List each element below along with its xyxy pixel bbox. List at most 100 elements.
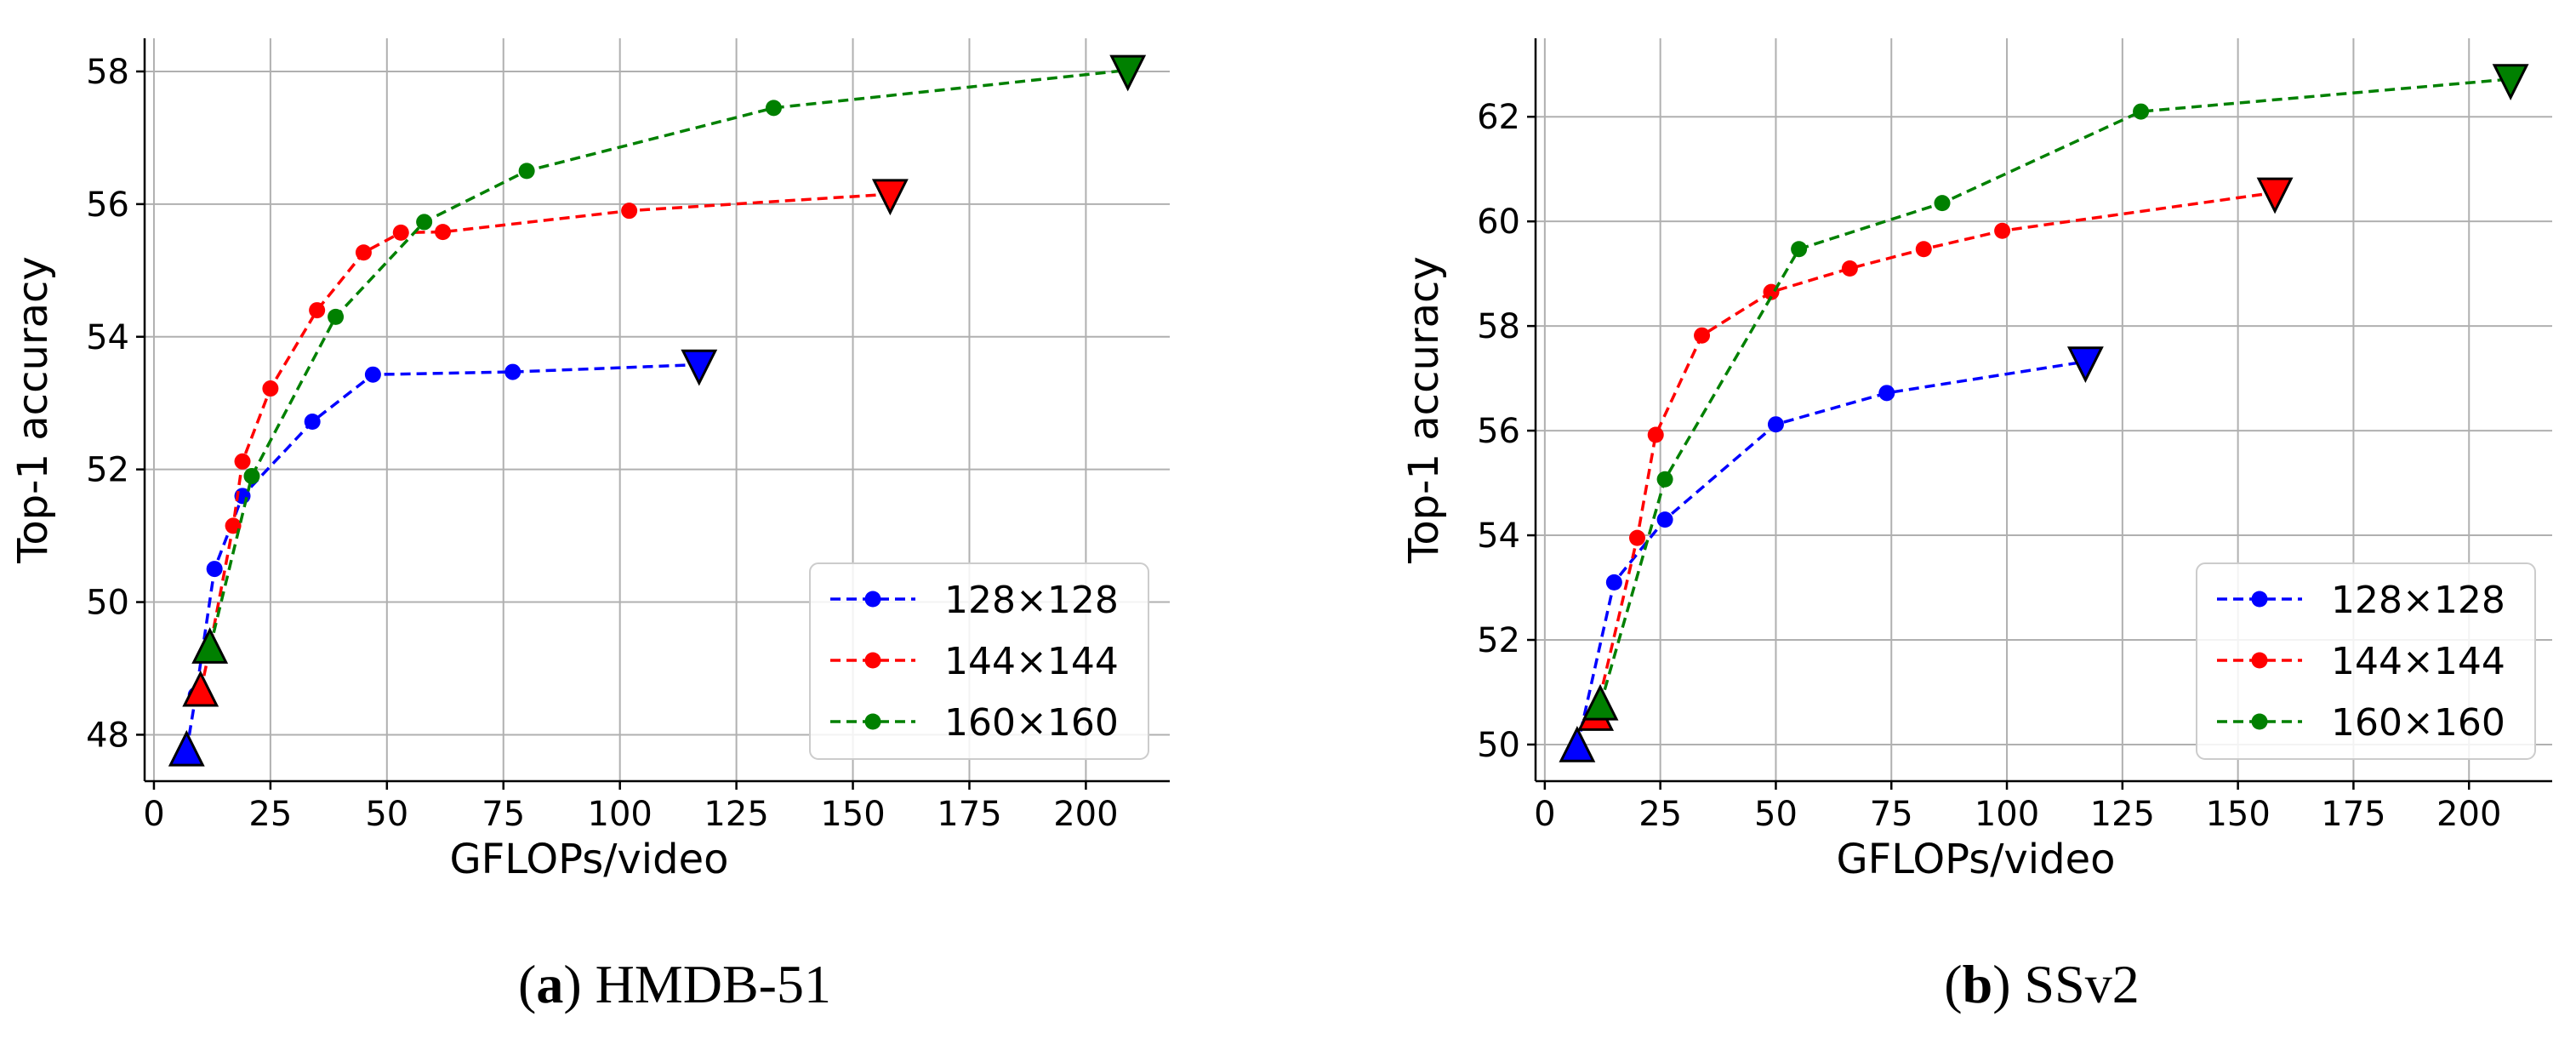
y-tick-label: 52 (86, 451, 129, 490)
legend-box (809, 562, 1149, 760)
legend-marker (864, 713, 881, 730)
y-tick-label: 50 (86, 584, 129, 623)
x-tick-label: 150 (820, 795, 885, 834)
x-tick-label: 75 (1870, 795, 1913, 834)
x-axis-title: GFLOPs/video (449, 836, 728, 883)
series-144×144 (1577, 177, 2294, 731)
x-tick-label: 50 (365, 795, 408, 834)
data-point-triangle-up (1559, 726, 1596, 762)
x-tick-label: 175 (2321, 795, 2385, 834)
series-128×128 (1559, 346, 2104, 762)
series-line (1599, 77, 2511, 706)
legend-label: 128×128 (2331, 579, 2505, 622)
y-tick-label: 58 (1477, 307, 1520, 346)
series-144×144 (182, 179, 909, 707)
legend-label: 144×144 (944, 640, 1119, 683)
y-tick-label: 48 (86, 716, 129, 755)
series-160×160 (191, 54, 1147, 664)
caption-ssv2: (b) SSv2 (1944, 954, 2139, 1014)
series-line (1593, 191, 2276, 716)
data-point (1656, 511, 1673, 528)
chart-panel-hmdb51: 0 25 50 75 100 125 150 175 200 48 50 52 54 56 58 GFLOPs… (9, 38, 1170, 883)
data-point (392, 224, 409, 241)
data-point (621, 203, 638, 220)
y-tick-label: 62 (1477, 98, 1520, 137)
caption-hmdb51: (a) HMDB-51 (518, 954, 831, 1014)
data-point (416, 214, 433, 231)
data-point (262, 380, 279, 397)
data-point (518, 163, 535, 180)
x-tick-label: 25 (1638, 795, 1682, 834)
legend-marker (2251, 652, 2268, 669)
legend-box (2196, 562, 2536, 760)
data-point (1841, 260, 1858, 277)
y-tick-label: 52 (1477, 621, 1520, 660)
data-point (504, 363, 521, 380)
legend-label: 128×128 (944, 579, 1119, 622)
x-tick-label: 125 (2090, 795, 2155, 834)
x-tick-label: 125 (704, 795, 768, 834)
y-tick-label: 60 (1477, 203, 1520, 242)
series-line (208, 68, 1128, 649)
data-point-triangle-up (182, 670, 219, 707)
y-axis-title: Top-1 accuracy (1400, 256, 1448, 564)
data-point (1878, 385, 1895, 402)
legend-label: 160×160 (2331, 701, 2505, 745)
y-tick-label: 58 (86, 53, 129, 92)
y-tick-label: 56 (1477, 412, 1520, 451)
data-point (765, 100, 782, 117)
data-point (1994, 222, 2011, 239)
legend-marker (2251, 591, 2268, 608)
series-line (1576, 360, 2086, 748)
series-128×128 (168, 349, 718, 767)
data-point (243, 467, 260, 484)
legend-label: 144×144 (2331, 640, 2505, 683)
data-point-triangle-up (1582, 683, 1619, 721)
data-point (234, 453, 251, 470)
data-point (1647, 426, 1664, 443)
series-line (199, 192, 891, 693)
data-point-triangle-down (2256, 177, 2294, 214)
x-tick-label: 100 (588, 795, 653, 834)
x-tick-label: 175 (937, 795, 1001, 834)
data-point (328, 308, 345, 325)
data-point (1915, 241, 1932, 258)
series-line (185, 363, 699, 752)
data-point (206, 561, 223, 578)
y-tick-label: 50 (1477, 726, 1520, 765)
data-point-triangle-down (871, 179, 909, 216)
data-point (1767, 416, 1784, 433)
x-tick-label: 0 (1534, 795, 1555, 834)
data-point-triangle-down (2492, 64, 2529, 100)
data-point-triangle-up (191, 627, 229, 664)
data-point (1694, 327, 1711, 344)
data-point (1791, 241, 1808, 258)
y-tick-label: 54 (86, 318, 129, 357)
legend-label: 160×160 (944, 701, 1119, 745)
data-point-triangle-down (681, 349, 718, 386)
x-tick-label: 50 (1754, 795, 1798, 834)
data-point-triangle-up (168, 729, 205, 767)
x-tick-label: 150 (2205, 795, 2270, 834)
legend: 128×128 144×144 160×160 (809, 562, 1149, 760)
x-tick-label: 25 (248, 795, 292, 834)
series-160×160 (1582, 64, 2529, 721)
data-point (1629, 529, 1645, 546)
x-tick-label: 0 (143, 795, 164, 834)
legend-marker (2251, 713, 2268, 730)
data-point (304, 414, 321, 431)
data-point (2133, 103, 2150, 120)
x-axis-title: GFLOPs/video (1836, 836, 2115, 883)
data-point (1605, 574, 1622, 591)
data-point (435, 224, 452, 241)
x-tick-label: 100 (1975, 795, 2039, 834)
data-point (1656, 471, 1673, 488)
data-point-triangle-down (2066, 346, 2104, 383)
legend-marker (864, 652, 881, 669)
data-point (309, 302, 326, 319)
y-axis-title: Top-1 accuracy (9, 256, 57, 564)
legend: 128×128 144×144 160×160 (2196, 562, 2536, 760)
legend-marker (864, 591, 881, 608)
data-point-triangle-down (1109, 54, 1147, 92)
